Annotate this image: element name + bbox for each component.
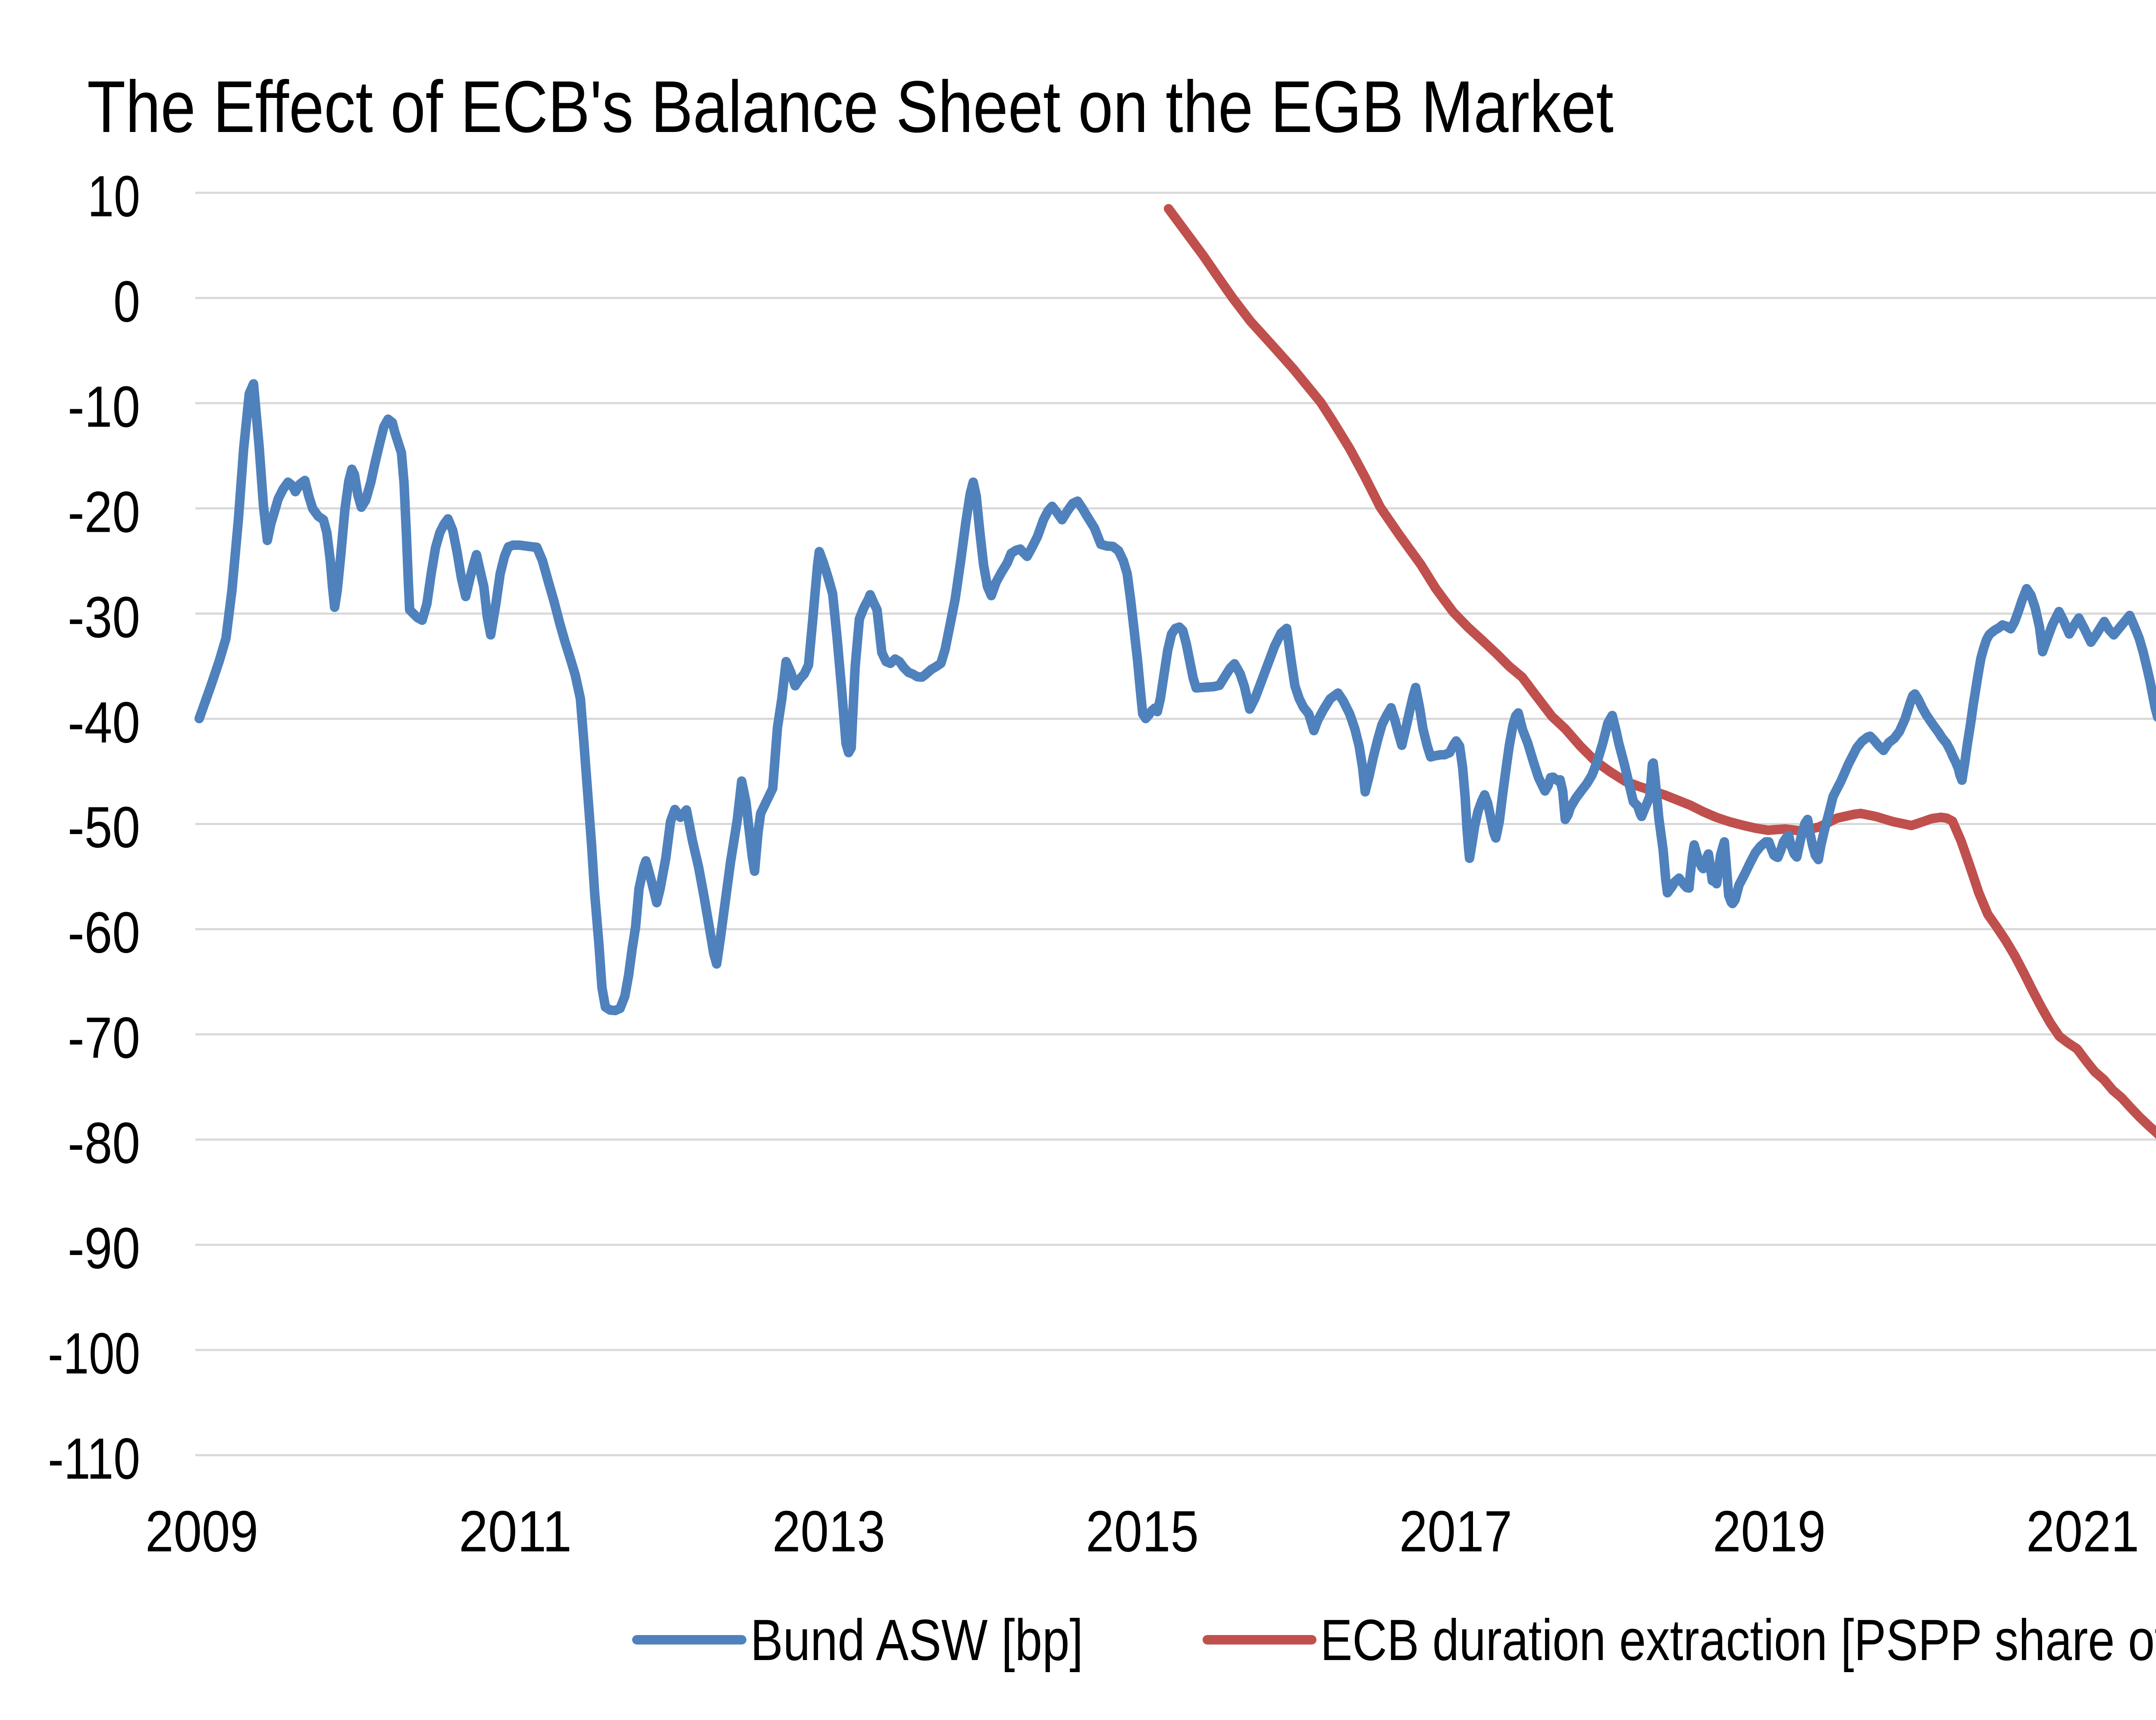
svg-text:-40: -40 <box>68 690 140 755</box>
svg-text:2011: 2011 <box>459 1499 572 1564</box>
svg-text:-80: -80 <box>68 1111 140 1176</box>
svg-text:2019: 2019 <box>1713 1499 1826 1564</box>
svg-text:-100: -100 <box>48 1321 140 1386</box>
svg-text:Bund ASW [bp]: Bund ASW [bp] <box>750 1607 1083 1673</box>
svg-text:-10: -10 <box>68 374 140 439</box>
svg-text:-60: -60 <box>68 900 140 965</box>
svg-text:2015: 2015 <box>1086 1499 1199 1564</box>
svg-text:2017: 2017 <box>1399 1499 1512 1564</box>
svg-text:-50: -50 <box>68 795 140 860</box>
svg-text:-30: -30 <box>68 585 140 650</box>
svg-text:2013: 2013 <box>772 1499 885 1564</box>
svg-text:-90: -90 <box>68 1216 140 1281</box>
svg-text:0: 0 <box>113 269 140 334</box>
svg-text:2009: 2009 <box>145 1499 258 1564</box>
svg-text:-110: -110 <box>48 1426 140 1491</box>
svg-text:-70: -70 <box>68 1005 140 1070</box>
svg-text:10: 10 <box>88 164 140 229</box>
svg-text:The Effect of ECB's Balance Sh: The Effect of ECB's Balance Sheet on the… <box>87 66 1614 148</box>
svg-text:-20: -20 <box>68 480 140 545</box>
svg-text:ECB duration extraction [PSPP: ECB duration extraction [PSPP share of E… <box>1320 1607 2156 1673</box>
svg-text:2021: 2021 <box>2026 1499 2139 1564</box>
